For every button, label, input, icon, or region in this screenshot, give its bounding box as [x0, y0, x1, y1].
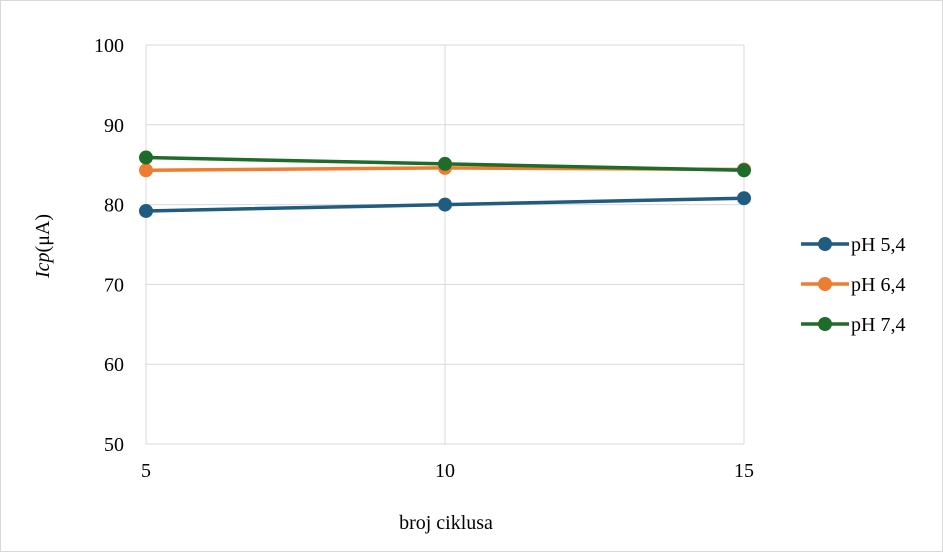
legend-label: pH 5,4	[851, 234, 905, 256]
legend-label: pH 6,4	[851, 274, 905, 296]
y-axis-ticks: 50 60 70 80 90 100	[94, 35, 124, 456]
legend-marker	[818, 317, 832, 331]
y-axis-title-unit: (μA)	[32, 214, 54, 253]
legend: pH 5,4 pH 6,4 pH 7,4	[801, 234, 905, 336]
data-point	[139, 203, 153, 218]
series-lines	[139, 150, 751, 218]
legend-label: pH 7,4	[851, 314, 905, 336]
data-point	[139, 163, 153, 178]
gridlines	[145, 44, 745, 445]
legend-marker	[818, 277, 832, 291]
x-tick-label: 15	[734, 460, 754, 482]
x-axis-ticks: 5 10 15	[141, 460, 754, 482]
data-point	[737, 191, 751, 206]
data-point	[737, 163, 751, 178]
y-tick-label: 60	[104, 354, 124, 376]
y-axis-title-italic: Icp	[32, 252, 54, 279]
data-point	[438, 156, 452, 171]
x-tick-label: 10	[435, 460, 455, 482]
y-axis-title: Icp(μA)	[32, 214, 54, 279]
y-tick-label: 70	[104, 274, 124, 296]
y-tick-label: 90	[104, 115, 124, 137]
legend-marker	[818, 237, 832, 251]
y-tick-label: 50	[104, 434, 124, 456]
data-point	[139, 150, 153, 165]
data-point	[438, 197, 452, 212]
y-tick-label: 80	[104, 195, 124, 217]
x-tick-label: 5	[141, 460, 151, 482]
y-tick-label: 100	[94, 35, 124, 57]
x-axis-title: broj ciklusa	[399, 512, 493, 534]
